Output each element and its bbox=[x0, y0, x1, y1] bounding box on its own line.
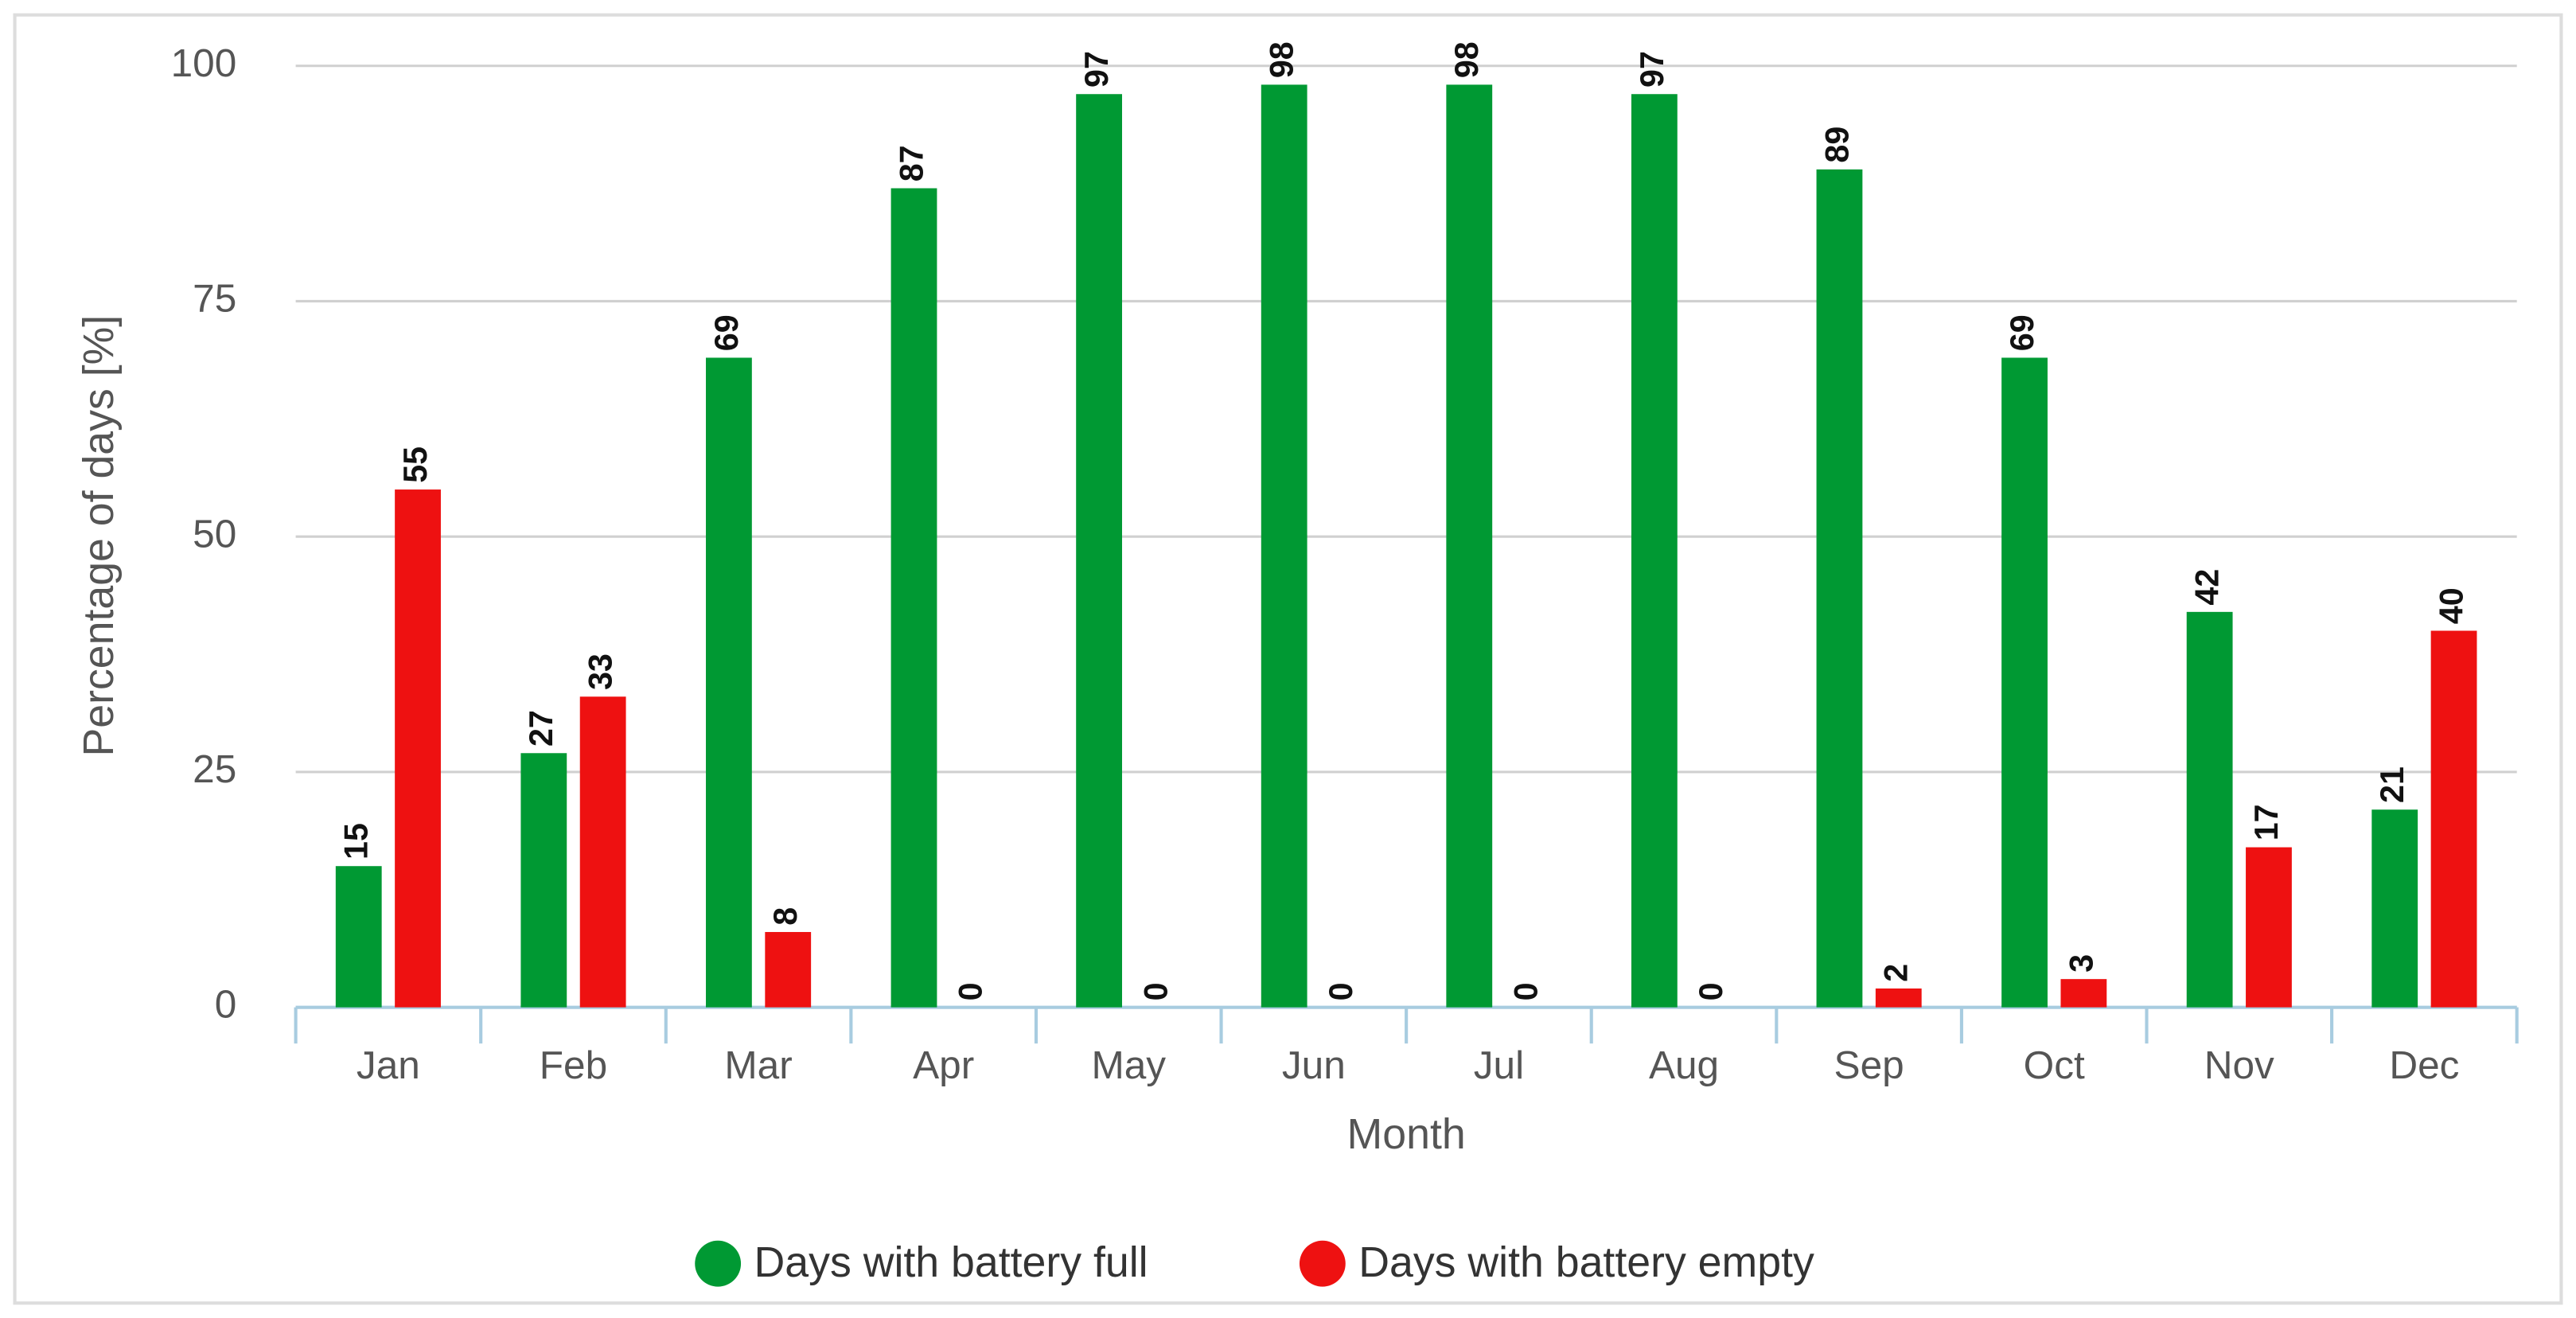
data-label: 33 bbox=[583, 653, 619, 690]
x-tick-label: Oct bbox=[2024, 1043, 2085, 1087]
data-label: 97 bbox=[1634, 51, 1670, 88]
data-label: 17 bbox=[2248, 804, 2285, 840]
data-label: 0 bbox=[1507, 982, 1544, 1000]
y-tick-label: 75 bbox=[193, 277, 236, 321]
x-tick-label: Jun bbox=[1282, 1043, 1346, 1087]
data-label: 69 bbox=[708, 314, 745, 351]
x-tick-label: May bbox=[1091, 1043, 1166, 1087]
data-label: 40 bbox=[2433, 587, 2469, 624]
bar bbox=[890, 188, 937, 1008]
bar bbox=[1631, 94, 1678, 1008]
x-tick-label: Jul bbox=[1474, 1043, 1524, 1087]
legend-label: Days with battery empty bbox=[1358, 1238, 1814, 1286]
x-tick-label: Sep bbox=[1834, 1043, 1904, 1087]
bar bbox=[1076, 94, 1122, 1008]
x-tick-label: Jan bbox=[357, 1043, 420, 1087]
data-label: 87 bbox=[893, 145, 929, 181]
y-tick-label: 25 bbox=[193, 747, 236, 791]
legend-label: Days with battery full bbox=[754, 1238, 1148, 1286]
bar bbox=[579, 696, 626, 1008]
bar bbox=[2246, 847, 2292, 1008]
x-tick-label: Nov bbox=[2204, 1043, 2274, 1087]
data-label: 98 bbox=[1264, 41, 1300, 78]
data-label: 89 bbox=[1818, 127, 1855, 163]
x-axis-title: Month bbox=[1347, 1110, 1466, 1158]
data-label: 0 bbox=[1323, 982, 1359, 1000]
data-label: 2 bbox=[1878, 964, 1915, 982]
data-label: 0 bbox=[1693, 982, 1729, 1000]
data-label: 21 bbox=[2374, 766, 2410, 803]
x-tick-label: Apr bbox=[913, 1043, 974, 1087]
x-tick-label: Mar bbox=[724, 1043, 792, 1087]
legend-marker bbox=[1299, 1240, 1346, 1287]
bar bbox=[1816, 169, 1863, 1008]
x-tick-label: Dec bbox=[2389, 1043, 2459, 1087]
bar bbox=[2001, 357, 2048, 1008]
y-axis-title: Percentage of days [%] bbox=[75, 315, 123, 757]
bar bbox=[2060, 979, 2107, 1008]
bar bbox=[1261, 84, 1307, 1008]
y-tick-label: 0 bbox=[215, 983, 237, 1027]
bar bbox=[520, 753, 567, 1008]
bar bbox=[1875, 988, 1922, 1008]
data-label: 27 bbox=[523, 710, 559, 747]
data-label: 69 bbox=[2004, 314, 2040, 351]
bar bbox=[706, 357, 752, 1008]
data-label: 0 bbox=[1137, 982, 1174, 1000]
y-tick-label: 50 bbox=[193, 512, 236, 556]
data-label: 55 bbox=[397, 446, 434, 483]
data-label: 98 bbox=[1448, 41, 1485, 78]
x-tick-label: Aug bbox=[1649, 1043, 1719, 1087]
data-label: 15 bbox=[338, 823, 375, 860]
bar bbox=[2430, 630, 2477, 1008]
bar bbox=[765, 932, 812, 1008]
data-label: 8 bbox=[767, 907, 804, 926]
bar bbox=[2186, 611, 2233, 1008]
bar bbox=[2371, 809, 2418, 1008]
x-tick-label: Feb bbox=[540, 1043, 607, 1087]
data-label: 97 bbox=[1078, 51, 1115, 88]
bar bbox=[395, 489, 441, 1008]
data-label: 42 bbox=[2189, 569, 2226, 606]
legend-marker bbox=[695, 1240, 742, 1287]
bar bbox=[335, 866, 382, 1008]
data-label: 3 bbox=[2063, 954, 2099, 973]
bar bbox=[1446, 84, 1493, 1008]
y-tick-label: 100 bbox=[171, 41, 237, 85]
data-label: 0 bbox=[953, 982, 989, 1000]
